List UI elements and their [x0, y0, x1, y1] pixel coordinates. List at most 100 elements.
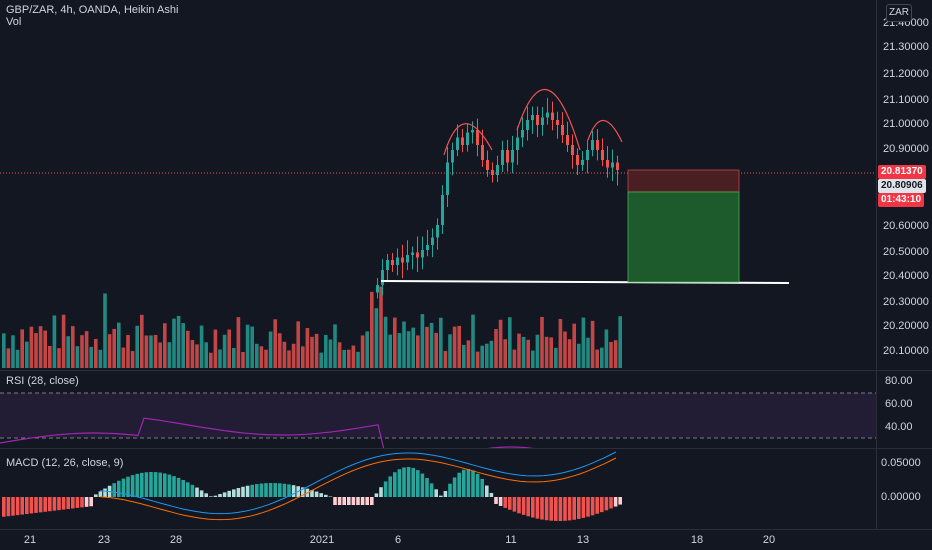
candle-body — [396, 257, 399, 265]
macd-histogram-bar — [498, 497, 503, 506]
macd-histogram-bar — [43, 497, 47, 512]
rsi-pane[interactable]: RSI (28, close) — [0, 371, 876, 448]
macd-histogram-bar — [535, 497, 540, 519]
volume-bar — [107, 334, 112, 368]
macd-histogram-bar — [379, 487, 383, 497]
take-profit-zone — [627, 191, 740, 283]
volume-bar — [259, 346, 264, 368]
current-price-badge: 20.81370 — [878, 165, 926, 179]
macd-histogram-bar — [291, 485, 296, 497]
candle-body — [516, 137, 519, 150]
macd-histogram-bar — [144, 472, 149, 497]
macd-histogram-bar — [117, 480, 121, 497]
candle-body — [566, 135, 569, 145]
candle-body — [571, 145, 574, 155]
volume-bar — [2, 333, 6, 368]
macd-histogram-bar — [471, 470, 475, 497]
volume-bar — [333, 324, 337, 368]
volume-bar — [181, 323, 185, 368]
macd-histogram-bar — [34, 497, 38, 513]
macd-histogram-bar — [268, 483, 273, 497]
candle-body — [541, 117, 544, 125]
volume-bar — [153, 334, 158, 368]
rsi-axis[interactable]: 80.00 60.00 40.00 — [876, 371, 932, 448]
macd-histogram-bar — [328, 496, 333, 497]
volume-bar — [586, 337, 590, 368]
volume-bar — [29, 326, 34, 368]
macd-axis[interactable]: 0.05000 0.00000 — [876, 449, 932, 529]
macd-histogram-bar — [342, 497, 346, 505]
time-tick: 2021 — [309, 534, 335, 546]
candle-body — [561, 125, 564, 135]
volume-bar — [595, 349, 599, 368]
volume-bar — [544, 336, 549, 368]
macd-histogram-bar — [57, 497, 61, 511]
head-arc — [516, 88, 581, 151]
currency-button[interactable]: ZAR — [886, 4, 912, 22]
volume-bar — [554, 347, 558, 368]
macd-histogram-bar — [140, 472, 144, 497]
volume-bar — [176, 315, 181, 368]
volume-bar — [287, 350, 291, 368]
candle-body — [511, 150, 514, 163]
volume-bar — [531, 350, 535, 368]
macd-histogram-bar — [135, 473, 139, 497]
volume-bar — [356, 351, 360, 368]
macd-histogram-bar — [462, 469, 466, 497]
volume-bar — [213, 329, 218, 368]
candle-body — [506, 150, 509, 163]
volume-bar — [471, 314, 475, 368]
candle-body — [521, 130, 524, 138]
macd-histogram-bar — [397, 469, 402, 497]
neckline — [380, 280, 790, 284]
candle-body — [536, 115, 539, 125]
price-axis[interactable]: 21.40000 21.30000 21.20000 21.10000 21.0… — [876, 0, 932, 370]
macd-histogram-bar — [356, 497, 360, 505]
macd-histogram-bar — [604, 497, 609, 511]
volume-bar — [383, 316, 388, 368]
volume-bar — [250, 326, 254, 368]
candle-body — [441, 195, 444, 225]
time-tick: 21 — [23, 534, 37, 546]
rsi-chart — [0, 392, 876, 448]
macd-histogram-bar — [241, 486, 245, 497]
volume-bar — [429, 322, 434, 368]
volume-bar — [282, 341, 287, 368]
price-tick: 20.30000 — [883, 296, 929, 308]
macd-histogram-bar — [218, 494, 222, 497]
macd-histogram-bar — [149, 472, 153, 497]
volume-bar — [324, 334, 328, 368]
candle-body — [486, 160, 489, 170]
candle-body — [591, 140, 594, 150]
price-tick: 21.30000 — [883, 41, 929, 53]
macd-histogram-bar — [287, 484, 291, 497]
macd-histogram-bar — [480, 478, 484, 497]
pane-divider[interactable] — [0, 448, 932, 449]
macd-histogram-bar — [89, 497, 93, 507]
macd-histogram-bar — [84, 497, 89, 507]
volume-bar — [443, 350, 448, 368]
rsi-label: RSI (28, close) — [6, 375, 79, 387]
macd-histogram-bar — [2, 497, 6, 517]
macd-histogram-bar — [489, 492, 494, 497]
macd-histogram-bar — [586, 497, 590, 517]
candle-body — [411, 252, 414, 255]
time-tick: 20 — [762, 534, 776, 546]
pane-divider[interactable] — [0, 370, 932, 371]
price-pane[interactable]: GBP/ZAR, 4h, OANDA, Heikin Ashi Vol — [0, 0, 876, 370]
macd-histogram-bar — [121, 478, 126, 497]
macd-histogram-bar — [209, 496, 213, 497]
macd-pane[interactable]: MACD (12, 26, close, 9) — [0, 449, 876, 529]
volume-bar — [273, 319, 277, 368]
volume-bar — [305, 328, 310, 368]
volume-bar — [365, 331, 369, 368]
macd-histogram-bar — [549, 497, 553, 521]
volume-bar — [144, 335, 149, 368]
time-axis[interactable] — [0, 530, 932, 550]
macd-histogram-bar — [360, 497, 365, 505]
macd-histogram-bar — [383, 481, 388, 497]
macd-tick: 0.05000 — [881, 457, 921, 469]
price-tick: 20.60000 — [883, 220, 929, 232]
volume-bar — [195, 344, 199, 368]
macd-histogram-bar — [20, 497, 24, 515]
